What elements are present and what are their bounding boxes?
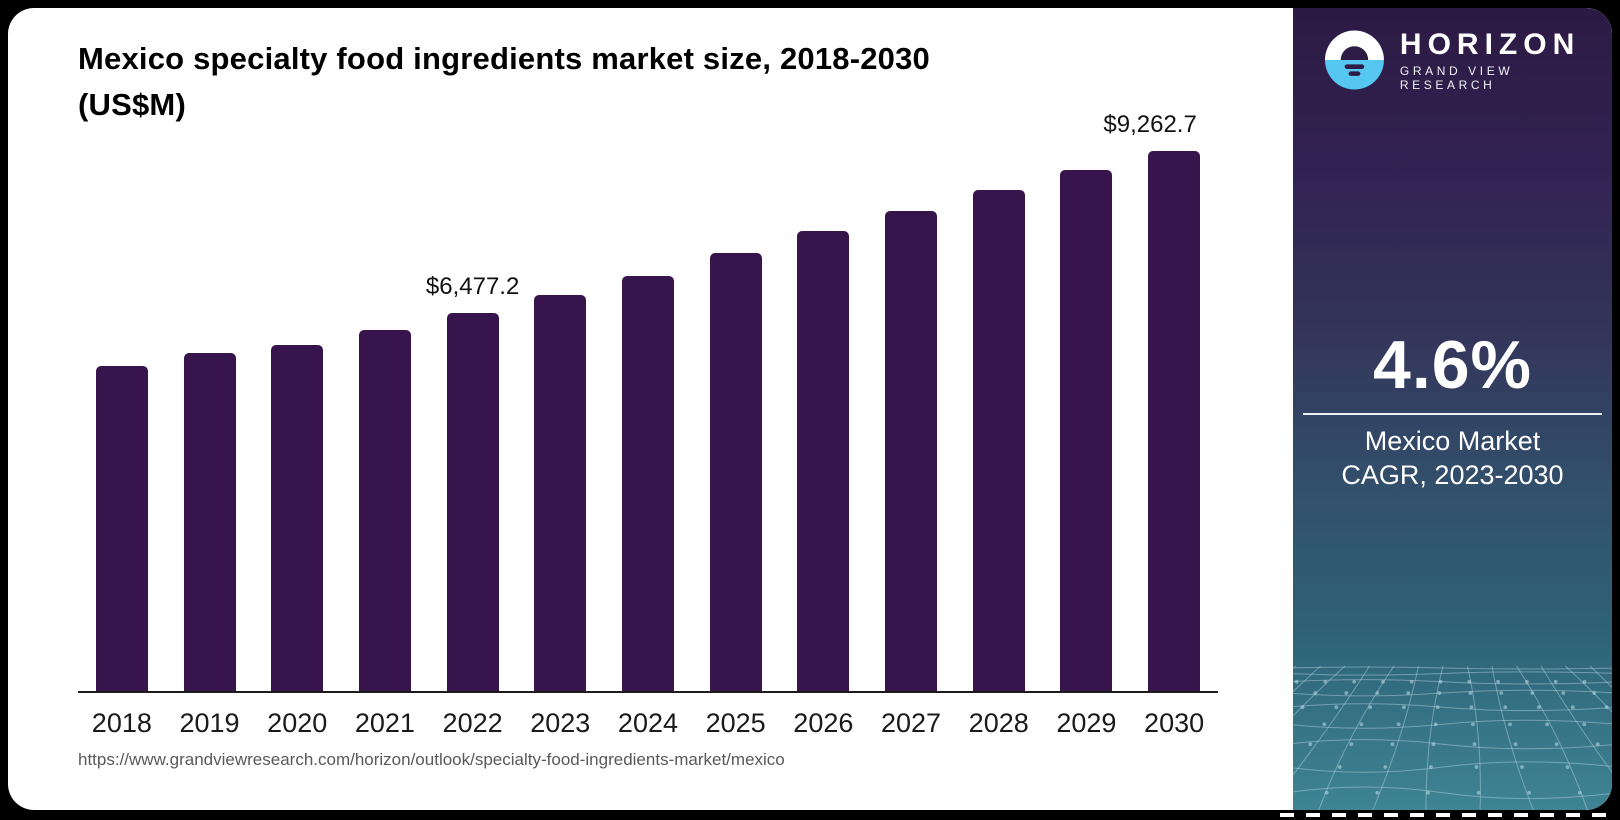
bar-2029	[1060, 170, 1113, 691]
bar-2028	[972, 190, 1025, 691]
bar-2030	[1148, 151, 1201, 691]
brand-sidebar: HORIZON GRAND VIEW RESEARCH 4.6% Mexico …	[1293, 8, 1612, 810]
x-tick-2020: 2020	[267, 708, 328, 738]
bar-cell	[166, 151, 254, 691]
cagr-label-line1: Mexico Market	[1364, 426, 1541, 456]
brand-subname: GRAND VIEW RESEARCH	[1399, 63, 1514, 92]
brand-logo: HORIZON GRAND VIEW RESEARCH	[1323, 28, 1612, 92]
bar-2023	[534, 295, 587, 691]
cagr-label-line2: CAGR, 2023-2030	[1341, 460, 1564, 490]
bar-chart: $6,477.2 $9,262.7	[78, 111, 1218, 691]
bar-2019	[183, 353, 236, 691]
horizon-sunrise-icon	[1324, 30, 1384, 90]
bar-cell	[253, 151, 341, 691]
x-tick-2028: 2028	[968, 708, 1029, 738]
x-axis-labels: 2018 2019 2020 2021 2022 2023 2024 2025 2026 2027…	[78, 708, 1218, 739]
bar-cell	[604, 151, 692, 691]
bar-cell	[867, 151, 955, 691]
bar-cell	[341, 151, 429, 691]
wireframe-mesh-decoration	[1293, 665, 1612, 810]
x-axis-line	[78, 691, 1218, 693]
bar-2027	[885, 211, 938, 691]
x-tick-2026: 2026	[793, 708, 854, 738]
x-tick-2029: 2029	[1056, 708, 1117, 738]
bar-cell	[780, 151, 868, 691]
x-tick-2024: 2024	[617, 708, 678, 738]
bar-2025	[709, 253, 762, 691]
bar-cell: $6,477.2	[425, 151, 520, 691]
x-tick-2025: 2025	[705, 708, 766, 738]
bar-cell	[516, 151, 604, 691]
x-tick-2019: 2019	[179, 708, 240, 738]
chart-title: Mexico specialty food ingredients market…	[78, 36, 1138, 128]
data-label-2022: $6,477.2	[425, 273, 520, 301]
infographic-card: Mexico specialty food ingredients market…	[8, 8, 1612, 810]
x-tick-2027: 2027	[880, 708, 942, 738]
bar-cell	[78, 151, 166, 691]
cagr-label: Mexico Market CAGR, 2023-2030	[1293, 424, 1612, 492]
bar-2021	[358, 330, 411, 691]
chart-title-line2: (US$M)	[78, 87, 186, 122]
x-tick-2021: 2021	[354, 708, 415, 738]
x-tick-2018: 2018	[91, 708, 152, 738]
source-url: https://www.grandviewresearch.com/horizo…	[78, 750, 785, 769]
bar-cell: $9,262.7	[1103, 111, 1218, 691]
bar-cell	[692, 151, 780, 691]
bar-cell	[1043, 151, 1131, 691]
data-label-2030: $9,262.7	[1103, 111, 1197, 138]
chart-title-line1: Mexico specialty food ingredients market…	[78, 41, 930, 76]
bar-2024	[621, 276, 674, 691]
cagr-value: 4.6%	[1373, 327, 1532, 403]
x-tick-2022: 2022	[442, 708, 503, 738]
x-tick-2030: 2030	[1144, 708, 1205, 738]
stat-divider	[1303, 413, 1602, 415]
brand-name: HORIZON	[1399, 27, 1581, 61]
bottom-perforation-decoration	[1280, 813, 1616, 817]
bar-2022	[446, 313, 499, 691]
bar-2026	[797, 231, 850, 691]
bar-cell	[955, 151, 1043, 691]
x-tick-2023: 2023	[530, 708, 591, 738]
bar-2018	[95, 366, 148, 691]
bar-2020	[271, 345, 324, 691]
brand-wordmark: HORIZON GRAND VIEW RESEARCH	[1399, 27, 1612, 92]
